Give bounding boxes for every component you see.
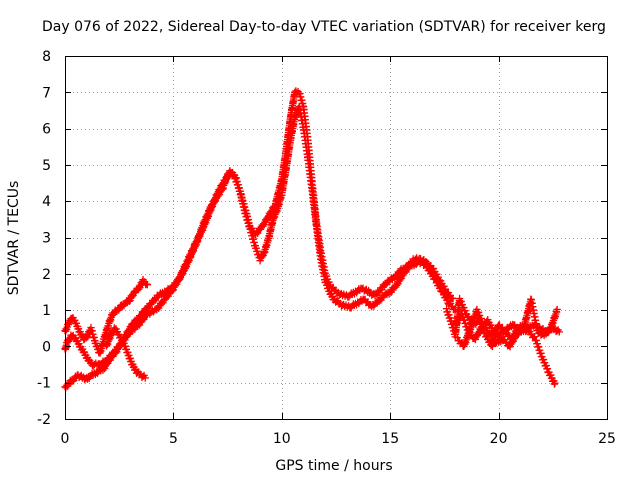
data-point [434, 273, 442, 281]
series-track-g [442, 294, 561, 351]
y-tick-label: 4 [42, 194, 51, 210]
axis-ticks: 0 5 10 15 20 25 -2 -1 0 1 2 3 4 5 6 7 8 [37, 49, 616, 447]
x-tick-label: 20 [490, 431, 508, 447]
data-point [429, 265, 438, 273]
data-point [443, 296, 452, 304]
data-point [440, 282, 448, 290]
y-tick-label: 3 [42, 231, 51, 247]
y-tick-label: 6 [42, 122, 51, 138]
y-tick-label: 0 [42, 339, 51, 355]
x-tick-label: 0 [61, 431, 70, 447]
y-tick-label: 5 [42, 158, 51, 174]
series-track-d [102, 324, 149, 382]
x-tick-label: 10 [273, 431, 291, 447]
y-tick-label: -1 [37, 376, 51, 392]
data-point [143, 281, 152, 289]
grid [65, 56, 607, 419]
data-point [555, 328, 563, 336]
y-tick-label: 2 [42, 267, 51, 283]
data-point [483, 332, 491, 340]
data-point [437, 277, 445, 285]
data-point [487, 321, 495, 329]
series-track-c [61, 276, 152, 357]
data-point [553, 305, 561, 314]
y-tick-label: 8 [42, 49, 51, 65]
y-axis-label: SDTVAR / TECUs [6, 181, 22, 296]
data-point [433, 270, 441, 278]
x-tick-label: 5 [169, 431, 178, 447]
data-series [61, 87, 563, 392]
data-point [142, 280, 151, 288]
data-point [551, 379, 559, 387]
x-axis-label: GPS time / hours [275, 458, 392, 474]
chart-title: Day 076 of 2022, Sidereal Day-to-day VTE… [42, 19, 606, 35]
x-tick-label: 25 [598, 431, 616, 447]
data-point [141, 374, 149, 382]
data-point [218, 185, 227, 193]
series-track-b [61, 87, 457, 370]
y-tick-label: 1 [42, 303, 51, 319]
y-tick-label: 7 [42, 85, 51, 101]
data-point [449, 294, 457, 303]
data-point [484, 315, 492, 324]
data-point [441, 285, 449, 293]
x-tick-label: 15 [381, 431, 399, 447]
plot-frame [65, 56, 608, 420]
y-tick-label: -2 [37, 412, 51, 428]
